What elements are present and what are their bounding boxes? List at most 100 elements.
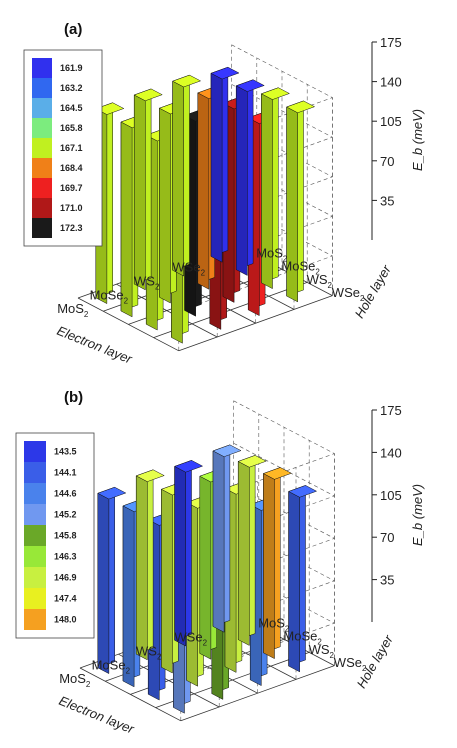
y-category-label: WS2: [307, 272, 333, 290]
bar-WSe2-WSe2: [287, 485, 318, 673]
legend-label: 161.9: [60, 63, 83, 73]
x-category-label: WSe2: [172, 260, 205, 278]
z-axis: 35 70 105 140 175 E_b (meV): [371, 403, 425, 622]
legend-label: 146.9: [54, 573, 77, 583]
bar-side-face: [161, 488, 173, 674]
bar-side-face: [135, 475, 148, 661]
y-category-label: WSe2: [332, 285, 365, 303]
bar-MoSe2-MoSe2: [160, 482, 191, 674]
legend-label: 144.6: [54, 489, 77, 499]
legend-label: 145.8: [54, 531, 77, 541]
z-gridline: [178, 44, 334, 154]
bar-side-face: [235, 85, 248, 276]
legend-swatch: [32, 138, 52, 158]
bar-top-face: [237, 455, 267, 468]
z-tick-label: 175: [380, 403, 402, 418]
bar-MoSe2-MoS2: [133, 88, 163, 291]
z-tick-label: 140: [380, 75, 402, 90]
y-category-label: MoSe2: [281, 259, 320, 277]
y-category-label: WSe2: [334, 655, 367, 673]
z-tick-label: 35: [380, 193, 394, 208]
legend-swatch: [24, 525, 46, 546]
legend-swatch: [32, 98, 52, 118]
legend-swatch: [32, 118, 52, 138]
bars: [95, 66, 316, 344]
legend-label: 171.0: [60, 203, 83, 213]
legend-swatch: [24, 441, 46, 462]
z-tick-label: 105: [380, 488, 402, 503]
x-category-label: WSe2: [174, 630, 207, 648]
legend-swatch: [24, 546, 46, 567]
bar-top-face: [133, 88, 163, 102]
bar-WS2-MoS2: [173, 459, 204, 647]
legend-label: 145.2: [54, 510, 77, 520]
x-category-label: WS2: [134, 274, 160, 292]
z-axis-title: E_b (meV): [410, 109, 425, 171]
legend-label: 143.5: [54, 447, 77, 457]
z-tick-label: 70: [380, 530, 394, 545]
legend-swatch: [32, 78, 52, 98]
bar-top-face: [212, 444, 242, 457]
bar-top-face: [285, 100, 316, 114]
legend-swatch: [32, 198, 52, 218]
bar-side-face: [288, 491, 300, 673]
bar-top-face: [171, 74, 202, 88]
legend-label: 146.3: [54, 552, 77, 562]
panel-title: (a): [64, 21, 82, 38]
bar-side-face: [133, 94, 146, 291]
bar-side-face: [212, 450, 225, 633]
legend-swatch: [32, 218, 52, 238]
bar-WSe2-WS2: [260, 87, 291, 290]
legend-swatch: [32, 178, 52, 198]
bar-top-face: [210, 66, 240, 80]
legend-label: 148.0: [54, 615, 77, 625]
bar-top-face: [287, 485, 318, 498]
x-category-label: MoSe2: [92, 657, 131, 675]
legend-label: 169.7: [60, 183, 83, 193]
z-tick-label: 175: [380, 35, 402, 50]
bar-side-face: [159, 107, 171, 304]
y-category-label: MoS2: [256, 245, 288, 263]
bar-side-face: [172, 80, 184, 277]
y-category-label: MoSe2: [283, 629, 322, 647]
color-legend: 161.9 163.2 164.5 165.8 167.1 168.4 169.7 171.0…: [23, 49, 103, 247]
x-axis-title: Electron layer: [55, 323, 135, 367]
bar-top-face: [173, 460, 204, 473]
bar-side-face: [237, 461, 250, 646]
floor-gridline: [178, 295, 333, 352]
bar-WSe2-MoSe2: [235, 79, 265, 276]
bar-MoSe2-MoS2: [135, 469, 165, 661]
legend-swatch: [24, 567, 46, 588]
y-category-label: MoS2: [258, 615, 290, 633]
bar-side-face: [174, 465, 186, 647]
z-axis: 35 70 105 140 175 E_b (meV): [371, 35, 425, 240]
bar-WSe2-MoS2: [210, 66, 240, 263]
legend-swatch: [24, 588, 46, 609]
legend-label: 167.1: [60, 143, 83, 153]
bar-top-face: [235, 79, 265, 92]
legend-label: 144.1: [54, 468, 77, 478]
x-category-label: WS2: [136, 644, 162, 662]
panel-title: (b): [64, 389, 83, 406]
z-tick-label: 140: [380, 445, 402, 460]
bar-MoS2-MoS2: [97, 486, 127, 675]
legend-label: 165.8: [60, 123, 83, 133]
bar-WSe2-WSe2: [285, 100, 316, 303]
legend-label: 163.2: [60, 83, 83, 93]
legend-swatch: [24, 609, 46, 630]
legend-swatch: [32, 58, 52, 78]
x-category-label: MoSe2: [90, 287, 129, 305]
x-axis-title: Electron layer: [57, 693, 137, 737]
bar-side-face: [97, 492, 110, 675]
bar-side-face: [210, 72, 223, 263]
legend-label: 168.4: [60, 163, 83, 173]
bar-top-face: [262, 467, 293, 480]
legend-label: 172.3: [60, 223, 83, 233]
z-tick-label: 35: [380, 573, 394, 588]
legend-swatch: [24, 462, 46, 483]
legend-swatch: [24, 504, 46, 525]
x-category-label: MoS2: [59, 671, 91, 689]
